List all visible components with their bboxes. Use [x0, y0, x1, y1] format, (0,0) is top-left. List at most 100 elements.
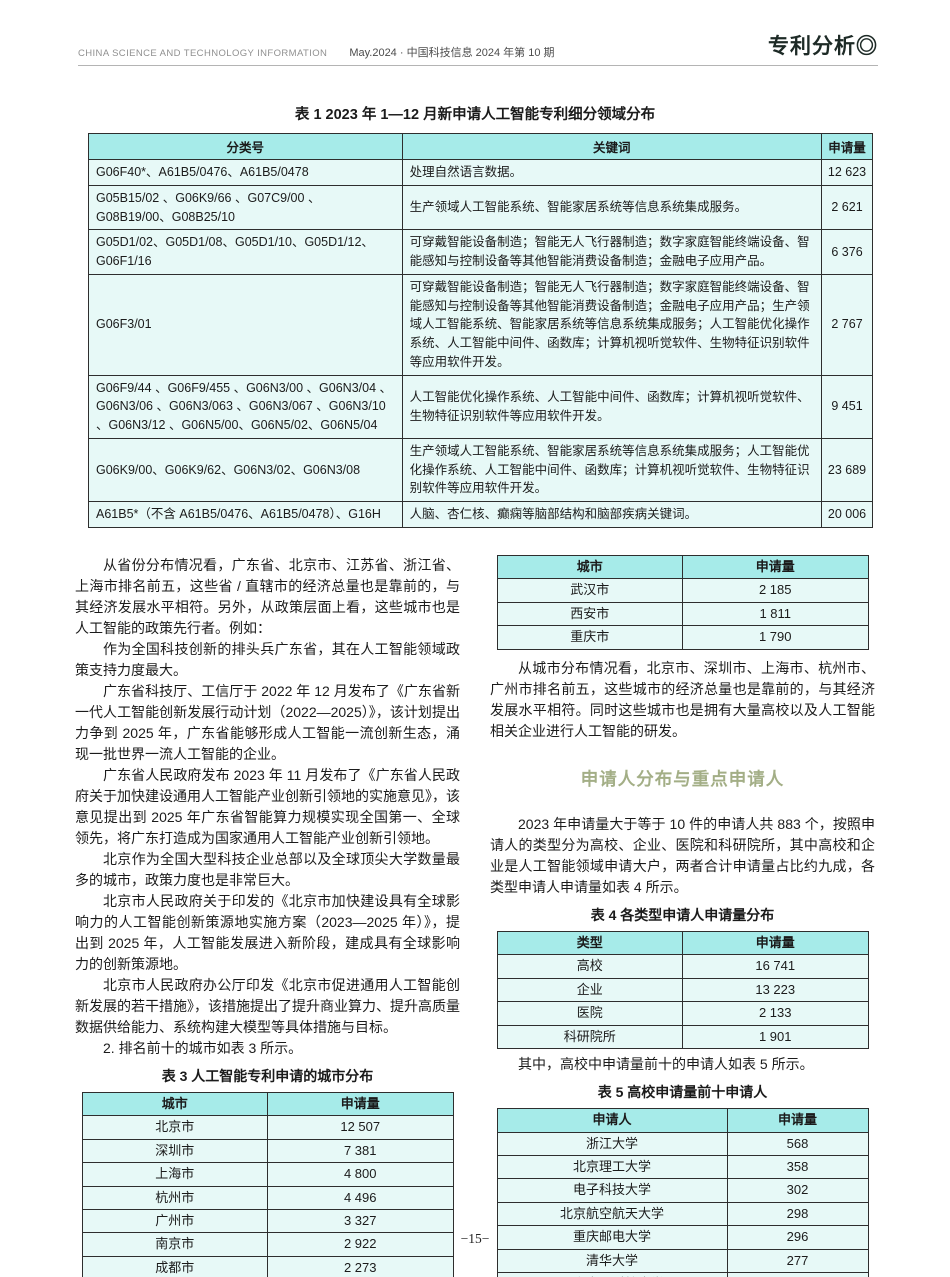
table-row: 西安电子科技大学 269: [496, 1272, 869, 1277]
table3-header-count: 申请量: [267, 1091, 454, 1117]
cell-count: 23 689: [821, 437, 873, 503]
cell-city: 武汉市: [496, 578, 683, 603]
cell-city: 广州市: [81, 1209, 268, 1234]
page-header: CHINA SCIENCE AND TECHNOLOGY INFORMATION…: [78, 30, 878, 66]
table-row: 北京市 12 507: [81, 1115, 454, 1140]
cell-type: 高校: [496, 954, 683, 979]
body-paragraph: 北京市人民政府关于印发的《北京市加快建设具有全球影响力的人工智能创新策源地实施方…: [75, 892, 460, 972]
table3-header-city: 城市: [496, 554, 683, 580]
cell-count: 277: [726, 1248, 869, 1274]
body-paragraph: 从省份分布情况看，广东省、北京市、江苏省、浙江省、上海市排名前五，这些省 / 直…: [75, 556, 460, 636]
cell-count: 4 800: [267, 1162, 454, 1187]
cell-class-no: G06K9/00、G06K9/62、G06N3/02、G06N3/08: [88, 437, 403, 503]
cell-city: 上海市: [81, 1162, 268, 1187]
table-row: 西安市 1 811: [496, 601, 869, 627]
table3-continued-header-row: 城市 申请量: [496, 554, 869, 580]
left-column: 从省份分布情况看，广东省、北京市、江苏省、浙江省、上海市排名前五，这些省 / 直…: [75, 555, 460, 1277]
table4-header-type: 类型: [496, 930, 683, 956]
table3-caption: 表 3 人工智能专利申请的城市分布: [161, 1067, 374, 1084]
table3-city-distribution: 城市 申请量 北京市 12 507 深圳市: [81, 1091, 454, 1277]
table-row: G06F40*、A61B5/0476、A61B5/0478 处理自然语言数据。 …: [88, 159, 873, 186]
cell-type: 科研院所: [496, 1024, 683, 1050]
table-row: 企业 13 223: [496, 977, 869, 1003]
cell-city: 成都市: [81, 1255, 268, 1277]
cell-count: 358: [726, 1154, 869, 1180]
cell-count: 16 741: [682, 954, 869, 979]
cell-count: 1 811: [682, 601, 869, 627]
cell-count: 2 133: [682, 1001, 869, 1026]
table1-header-row: 分类号 关键词 申请量: [88, 133, 873, 160]
table3-continued-city-distribution: 城市 申请量 武汉市 2 185 西安市: [496, 554, 869, 650]
cell-applicant: 电子科技大学: [496, 1178, 728, 1203]
cell-applicant: 北京航空航天大学: [496, 1201, 728, 1227]
cell-count: 12 507: [267, 1115, 454, 1140]
table3-header-count: 申请量: [682, 554, 869, 580]
cell-count: 2 767: [821, 273, 873, 376]
cell-keywords: 生产领域人工智能系统、智能家居系统等信息系统集成服务。: [401, 184, 823, 231]
cell-count: 2 185: [682, 578, 869, 603]
applicants-paragraph: 2023 年申请量大于等于 10 件的申请人共 883 个，按照申请人的类型分为…: [490, 815, 875, 895]
table-row: 重庆邮电大学 296: [496, 1225, 869, 1250]
table-row: 武汉市 2 185: [496, 578, 869, 603]
table1-header-keywords: 关键词: [401, 133, 823, 160]
table-row: 电子科技大学 302: [496, 1178, 869, 1203]
city-analysis-paragraph: 从城市分布情况看，北京市、深圳市、上海市、杭州市、广州市排名前五，这些城市的经济…: [490, 659, 875, 739]
cell-count: 1 790: [682, 625, 869, 650]
cell-city: 西安市: [496, 601, 683, 627]
table-row: 浙江大学 568: [496, 1131, 869, 1156]
table4-caption: 表 4 各类型申请人申请量分布: [590, 906, 775, 923]
cell-applicant: 重庆邮电大学: [496, 1225, 728, 1250]
table1-body: G06F40*、A61B5/0476、A61B5/0478 处理自然语言数据。 …: [88, 159, 873, 528]
table-row: G05B15/02 、G06K9/66 、G07C9/00 、G08B19/00…: [88, 184, 873, 231]
body-paragraph: 北京作为全国大型科技企业总部以及全球顶尖大学数量最多的城市，政策力度也是非常巨大…: [75, 850, 460, 888]
cell-count: 2 621: [821, 184, 873, 231]
table-row: A61B5*（不含 A61B5/0476、A61B5/0478）、G16H 人脑…: [88, 501, 873, 528]
table4-header-count: 申请量: [682, 930, 869, 956]
cell-count: 269: [726, 1272, 869, 1277]
table-row: G06K9/00、G06K9/62、G06N3/02、G06N3/08 生产领域…: [88, 437, 873, 503]
left-paragraphs: 从省份分布情况看，广东省、北京市、江苏省、浙江省、上海市排名前五，这些省 / 直…: [75, 555, 460, 1059]
journal-name-english: CHINA SCIENCE AND TECHNOLOGY INFORMATION: [78, 48, 328, 59]
table1-patent-fields: 分类号 关键词 申请量 G06F40*、A61B5/0476、A61B5/047…: [88, 133, 873, 528]
cell-count: 7 381: [267, 1138, 454, 1164]
section-badge: 专利分析◎: [768, 35, 878, 58]
cell-count: 12 623: [821, 159, 873, 186]
table4-header-row: 类型 申请量: [496, 930, 869, 956]
right-column: 城市 申请量 武汉市 2 185 西安市: [490, 554, 875, 1277]
body-paragraph: 2. 排名前十的城市如表 3 所示。: [103, 1039, 303, 1056]
cell-city: 重庆市: [496, 625, 683, 650]
cell-applicant: 浙江大学: [496, 1131, 728, 1156]
table5-body: 浙江大学 568 北京理工大学 358 电子科技大学 302: [496, 1131, 869, 1277]
cell-applicant: 北京理工大学: [496, 1154, 728, 1180]
cell-count: 2 273: [267, 1255, 454, 1277]
table-row: G05D1/02、G05D1/08、G05D1/10、G05D1/12、G06F…: [88, 229, 873, 275]
section-heading-applicants: 申请人分布与重点申请人: [580, 768, 785, 789]
cell-count: 1 901: [682, 1024, 869, 1050]
cell-class-no: G05D1/02、G05D1/08、G05D1/10、G05D1/12、G06F…: [88, 229, 403, 275]
table5-lead-in-note: 其中，高校中申请量前十的申请人如表 5 所示。: [518, 1056, 814, 1073]
cell-class-no: G05B15/02 、G06K9/66 、G07C9/00 、G08B19/00…: [88, 184, 403, 231]
cell-count: 568: [726, 1131, 869, 1156]
cell-keywords: 可穿戴智能设备制造；智能无人飞行器制造；数字家庭智能终端设备、智能感知与控制设备…: [401, 273, 823, 376]
cell-count: 3 327: [267, 1209, 454, 1234]
table5-top-universities: 申请人 申请量 浙江大学 568 北京理工: [496, 1108, 869, 1277]
table1-caption: 表 1 2023 年 1—12 月新申请人工智能专利细分领域分布: [294, 107, 656, 123]
cell-keywords: 处理自然语言数据。: [401, 159, 823, 186]
cell-class-no: G06F9/44 、G06F9/455 、G06N3/00 、G06N3/04 …: [88, 374, 403, 439]
cell-count: 302: [726, 1178, 869, 1203]
cell-city: 深圳市: [81, 1138, 268, 1164]
table5-header-count: 申请量: [726, 1108, 869, 1133]
cell-type: 企业: [496, 977, 683, 1003]
cell-class-no: A61B5*（不含 A61B5/0476、A61B5/0478）、G16H: [88, 501, 403, 528]
table3-header-row: 城市 申请量: [81, 1091, 454, 1117]
table-row: 重庆市 1 790: [496, 625, 869, 650]
cell-count: 4 496: [267, 1185, 454, 1211]
header-journal-info: CHINA SCIENCE AND TECHNOLOGY INFORMATION…: [78, 44, 555, 60]
body-paragraph: 北京市人民政府办公厅印发《北京市促进通用人工智能创新发展的若干措施》，该措施提出…: [75, 976, 460, 1035]
table4-applicant-types: 类型 申请量 高校 16 741 企业: [496, 930, 869, 1050]
table1-header-class-no: 分类号: [88, 133, 403, 160]
table3-continued-body: 武汉市 2 185 西安市 1 811 重庆市 1 790: [496, 578, 869, 650]
table-row: 科研院所 1 901: [496, 1024, 869, 1050]
table-row: G06F3/01 可穿戴智能设备制造；智能无人飞行器制造；数字家庭智能终端设备、…: [88, 273, 873, 376]
